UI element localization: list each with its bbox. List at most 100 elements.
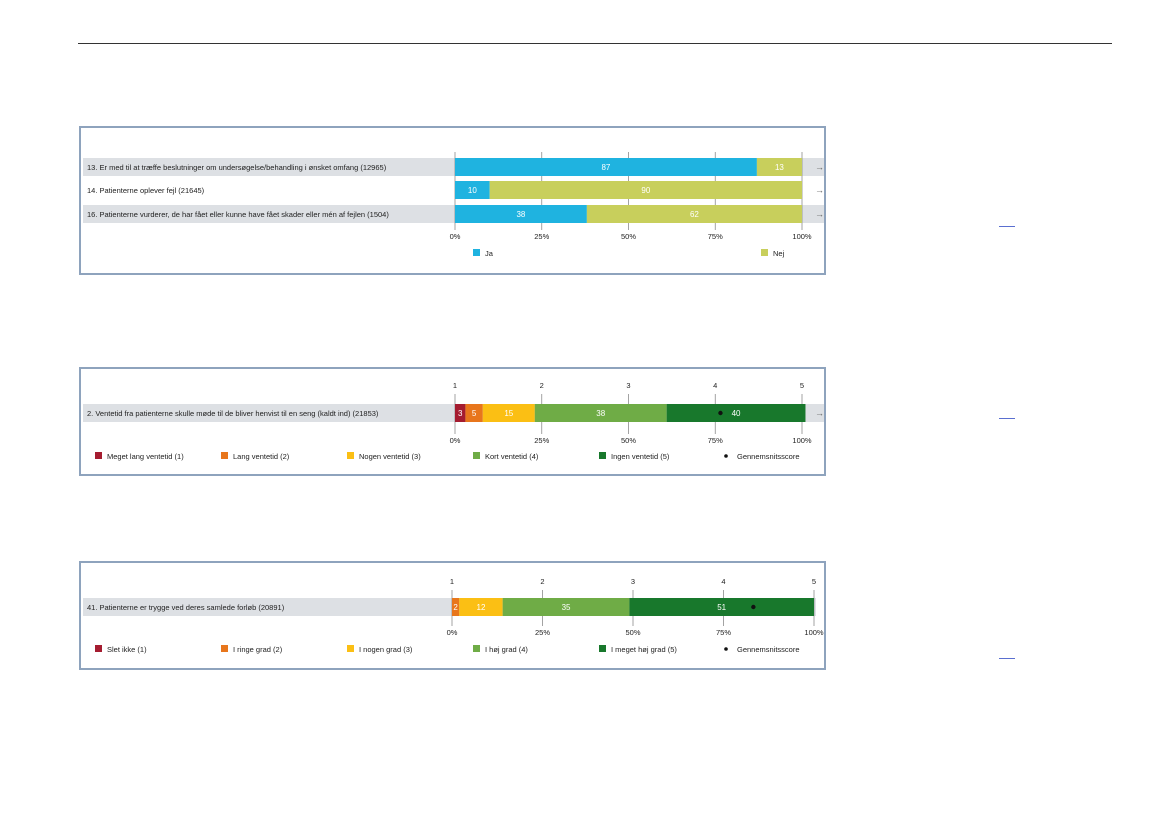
bar-segment [502, 598, 630, 616]
data-label: 35 [562, 603, 571, 612]
chart-svg-0: 87 13 13. Er med til at træffe beslutninge… [83, 152, 824, 258]
legend-swatch [473, 452, 480, 459]
side-link-marker-1[interactable] [999, 226, 1015, 227]
legend-label: Nogen ventetid (3) [359, 452, 421, 461]
legend-label: Gennemsnitsscore [737, 452, 800, 461]
x-tick-label: 0% [450, 436, 461, 445]
arrow-icon: → [815, 185, 824, 195]
score-tick-label: 1 [453, 381, 457, 390]
legend-label: Meget lang ventetid (1) [107, 452, 184, 461]
bar-segment [666, 404, 806, 422]
data-label: 12 [477, 603, 486, 612]
legend-label: Kort ventetid (4) [485, 452, 539, 461]
legend-swatch [761, 249, 768, 256]
legend-swatch [221, 645, 228, 652]
category-label: 14. Patienterne oplever fejl (21645) [87, 186, 205, 195]
legend-label: Ja [485, 249, 494, 258]
chart-panel-safety: 2 12 35 51 41. Patienterne er trygge ved der… [79, 561, 826, 670]
data-label: 90 [641, 186, 650, 195]
x-tick-label: 100% [792, 232, 812, 241]
legend-swatch [599, 645, 606, 652]
x-tick-label: 75% [716, 628, 731, 637]
arrow-icon: → [815, 408, 824, 418]
bar-segment [465, 404, 483, 422]
x-tick-label: 0% [450, 232, 461, 241]
category-label: 13. Er med til at træffe beslutninger om… [87, 163, 387, 172]
data-label: 10 [468, 186, 477, 195]
data-label: 87 [601, 163, 610, 172]
data-label: 38 [596, 409, 605, 418]
score-tick-label: 2 [540, 381, 544, 390]
score-tick-label: 3 [626, 381, 630, 390]
bar-segment [452, 598, 460, 616]
x-tick-label: 50% [621, 436, 636, 445]
bar-segment [534, 404, 667, 422]
data-label: 62 [690, 210, 699, 219]
data-label: 13 [775, 163, 784, 172]
legend-swatch [473, 249, 480, 256]
category-label: 2. Ventetid fra patienterne skulle møde … [87, 409, 379, 418]
average-score-dot [751, 604, 756, 610]
score-tick-label: 3 [631, 577, 635, 586]
data-label: 2 [453, 603, 458, 612]
legend-swatch [95, 452, 102, 459]
bar-segment [455, 205, 587, 223]
category-label: 41. Patienterne er trygge ved deres saml… [87, 603, 285, 612]
bar-segment [482, 404, 535, 422]
data-label: 5 [472, 409, 477, 418]
side-link-marker-3[interactable] [999, 658, 1015, 659]
legend-swatch [95, 645, 102, 652]
arrow-icon: → [815, 209, 824, 219]
score-tick-label: 5 [800, 381, 804, 390]
side-link-marker-2[interactable] [999, 418, 1015, 419]
legend-swatch [599, 452, 606, 459]
legend-label: Ingen ventetid (5) [611, 452, 670, 461]
x-tick-label: 25% [535, 628, 550, 637]
score-tick-label: 5 [812, 577, 816, 586]
legend-label: I høj grad (4) [485, 645, 528, 654]
x-tick-label: 50% [621, 232, 636, 241]
bar-segment [489, 181, 802, 199]
legend-label: I nogen grad (3) [359, 645, 413, 654]
legend-swatch [347, 645, 354, 652]
bar-segment [455, 158, 757, 176]
legend-label: I meget høj grad (5) [611, 645, 677, 654]
bar-segment [459, 598, 503, 616]
legend-dot-icon [724, 647, 728, 651]
top-rule [78, 43, 1112, 44]
data-label: 3 [458, 409, 463, 418]
bar-segment [455, 404, 466, 422]
chart-panel-waiting-time: 3 5 15 38 40 2. Ventetid fra patienterne skul… [79, 367, 826, 476]
legend-label: I ringe grad (2) [233, 645, 283, 654]
legend-label: Lang ventetid (2) [233, 452, 290, 461]
chart-panel-decisions: 87 13 13. Er med til at træffe beslutninge… [79, 126, 826, 275]
average-score-dot [718, 410, 723, 416]
data-label: 40 [732, 409, 741, 418]
arrow-icon: → [815, 162, 824, 172]
data-label: 51 [717, 603, 726, 612]
legend-swatch [347, 452, 354, 459]
score-tick-label: 1 [450, 577, 454, 586]
x-tick-label: 100% [792, 436, 812, 445]
x-tick-label: 25% [534, 436, 549, 445]
bar-segment [629, 598, 814, 616]
bar-segment [756, 158, 802, 176]
score-tick-label: 2 [540, 577, 544, 586]
category-label: 16. Patienterne vurderer, de har fået el… [87, 210, 389, 219]
x-tick-label: 50% [625, 628, 640, 637]
x-tick-label: 75% [708, 232, 723, 241]
chart-svg-1: 3 5 15 38 402. Ventetid fra patienterne skul… [83, 381, 824, 461]
legend-label: Gennemsnitsscore [737, 645, 800, 654]
score-tick-label: 4 [721, 577, 725, 586]
legend-label: Slet ikke (1) [107, 645, 147, 654]
legend-dot-icon [724, 454, 728, 458]
legend-label: Nej [773, 249, 785, 258]
data-label: 15 [504, 409, 513, 418]
x-tick-label: 100% [804, 628, 824, 637]
x-tick-label: 0% [447, 628, 458, 637]
bar-segment [586, 205, 802, 223]
x-tick-label: 75% [708, 436, 723, 445]
data-label: 38 [516, 210, 525, 219]
score-tick-label: 4 [713, 381, 717, 390]
